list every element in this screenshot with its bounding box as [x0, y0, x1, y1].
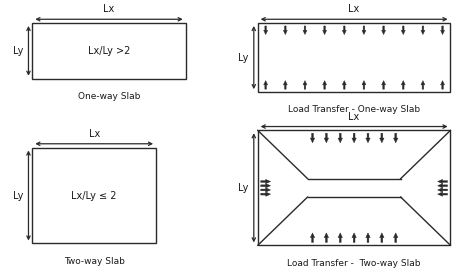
FancyArrow shape — [366, 233, 370, 242]
Text: Lx: Lx — [348, 112, 360, 122]
FancyArrow shape — [438, 184, 447, 188]
FancyArrow shape — [438, 192, 447, 196]
Text: Load Transfer -  Two-way Slab: Load Transfer - Two-way Slab — [287, 259, 421, 268]
FancyArrow shape — [362, 26, 366, 35]
FancyArrow shape — [310, 133, 315, 143]
Bar — [258, 23, 450, 92]
FancyArrow shape — [324, 233, 328, 242]
FancyArrow shape — [261, 184, 271, 188]
Bar — [32, 148, 156, 243]
FancyArrow shape — [362, 81, 366, 89]
FancyArrow shape — [352, 133, 356, 143]
FancyArrow shape — [382, 26, 385, 35]
FancyArrow shape — [421, 81, 425, 89]
Text: Lx/Ly >2: Lx/Ly >2 — [88, 46, 130, 56]
FancyArrow shape — [393, 233, 398, 242]
Text: One-way Slab: One-way Slab — [78, 92, 140, 101]
FancyArrow shape — [401, 81, 405, 89]
Bar — [258, 130, 450, 245]
Text: Lx: Lx — [103, 4, 115, 14]
Text: Ly: Ly — [238, 183, 249, 193]
Text: Lx: Lx — [89, 129, 100, 139]
FancyArrow shape — [338, 133, 343, 143]
FancyArrow shape — [264, 81, 268, 89]
FancyArrow shape — [303, 26, 307, 35]
FancyArrow shape — [323, 26, 327, 35]
FancyArrow shape — [438, 188, 447, 192]
Text: Two-way Slab: Two-way Slab — [64, 257, 125, 266]
FancyArrow shape — [380, 133, 384, 143]
FancyArrow shape — [438, 179, 447, 184]
Text: Load Transfer - One-way Slab: Load Transfer - One-way Slab — [288, 106, 420, 115]
FancyArrow shape — [338, 233, 343, 242]
FancyArrow shape — [366, 133, 370, 143]
FancyArrow shape — [283, 26, 287, 35]
Text: Ly: Ly — [13, 46, 24, 56]
FancyArrow shape — [421, 26, 425, 35]
FancyArrow shape — [264, 26, 268, 35]
FancyArrow shape — [261, 192, 271, 196]
FancyArrow shape — [393, 133, 398, 143]
Text: Ly: Ly — [238, 52, 249, 63]
FancyArrow shape — [283, 81, 287, 89]
FancyArrow shape — [342, 81, 346, 89]
FancyArrow shape — [342, 26, 346, 35]
FancyArrow shape — [401, 26, 405, 35]
FancyArrow shape — [261, 179, 271, 184]
FancyArrow shape — [380, 233, 384, 242]
FancyArrow shape — [382, 81, 385, 89]
FancyArrow shape — [352, 233, 356, 242]
FancyArrow shape — [440, 81, 445, 89]
FancyArrow shape — [323, 81, 327, 89]
FancyArrow shape — [440, 26, 445, 35]
FancyArrow shape — [324, 133, 328, 143]
Text: Lx/Ly ≤ 2: Lx/Ly ≤ 2 — [72, 190, 117, 200]
FancyArrow shape — [303, 81, 307, 89]
FancyArrow shape — [310, 233, 315, 242]
Text: Ly: Ly — [13, 190, 24, 200]
Text: Lx: Lx — [348, 4, 360, 14]
Bar — [32, 23, 186, 79]
FancyArrow shape — [261, 188, 271, 192]
